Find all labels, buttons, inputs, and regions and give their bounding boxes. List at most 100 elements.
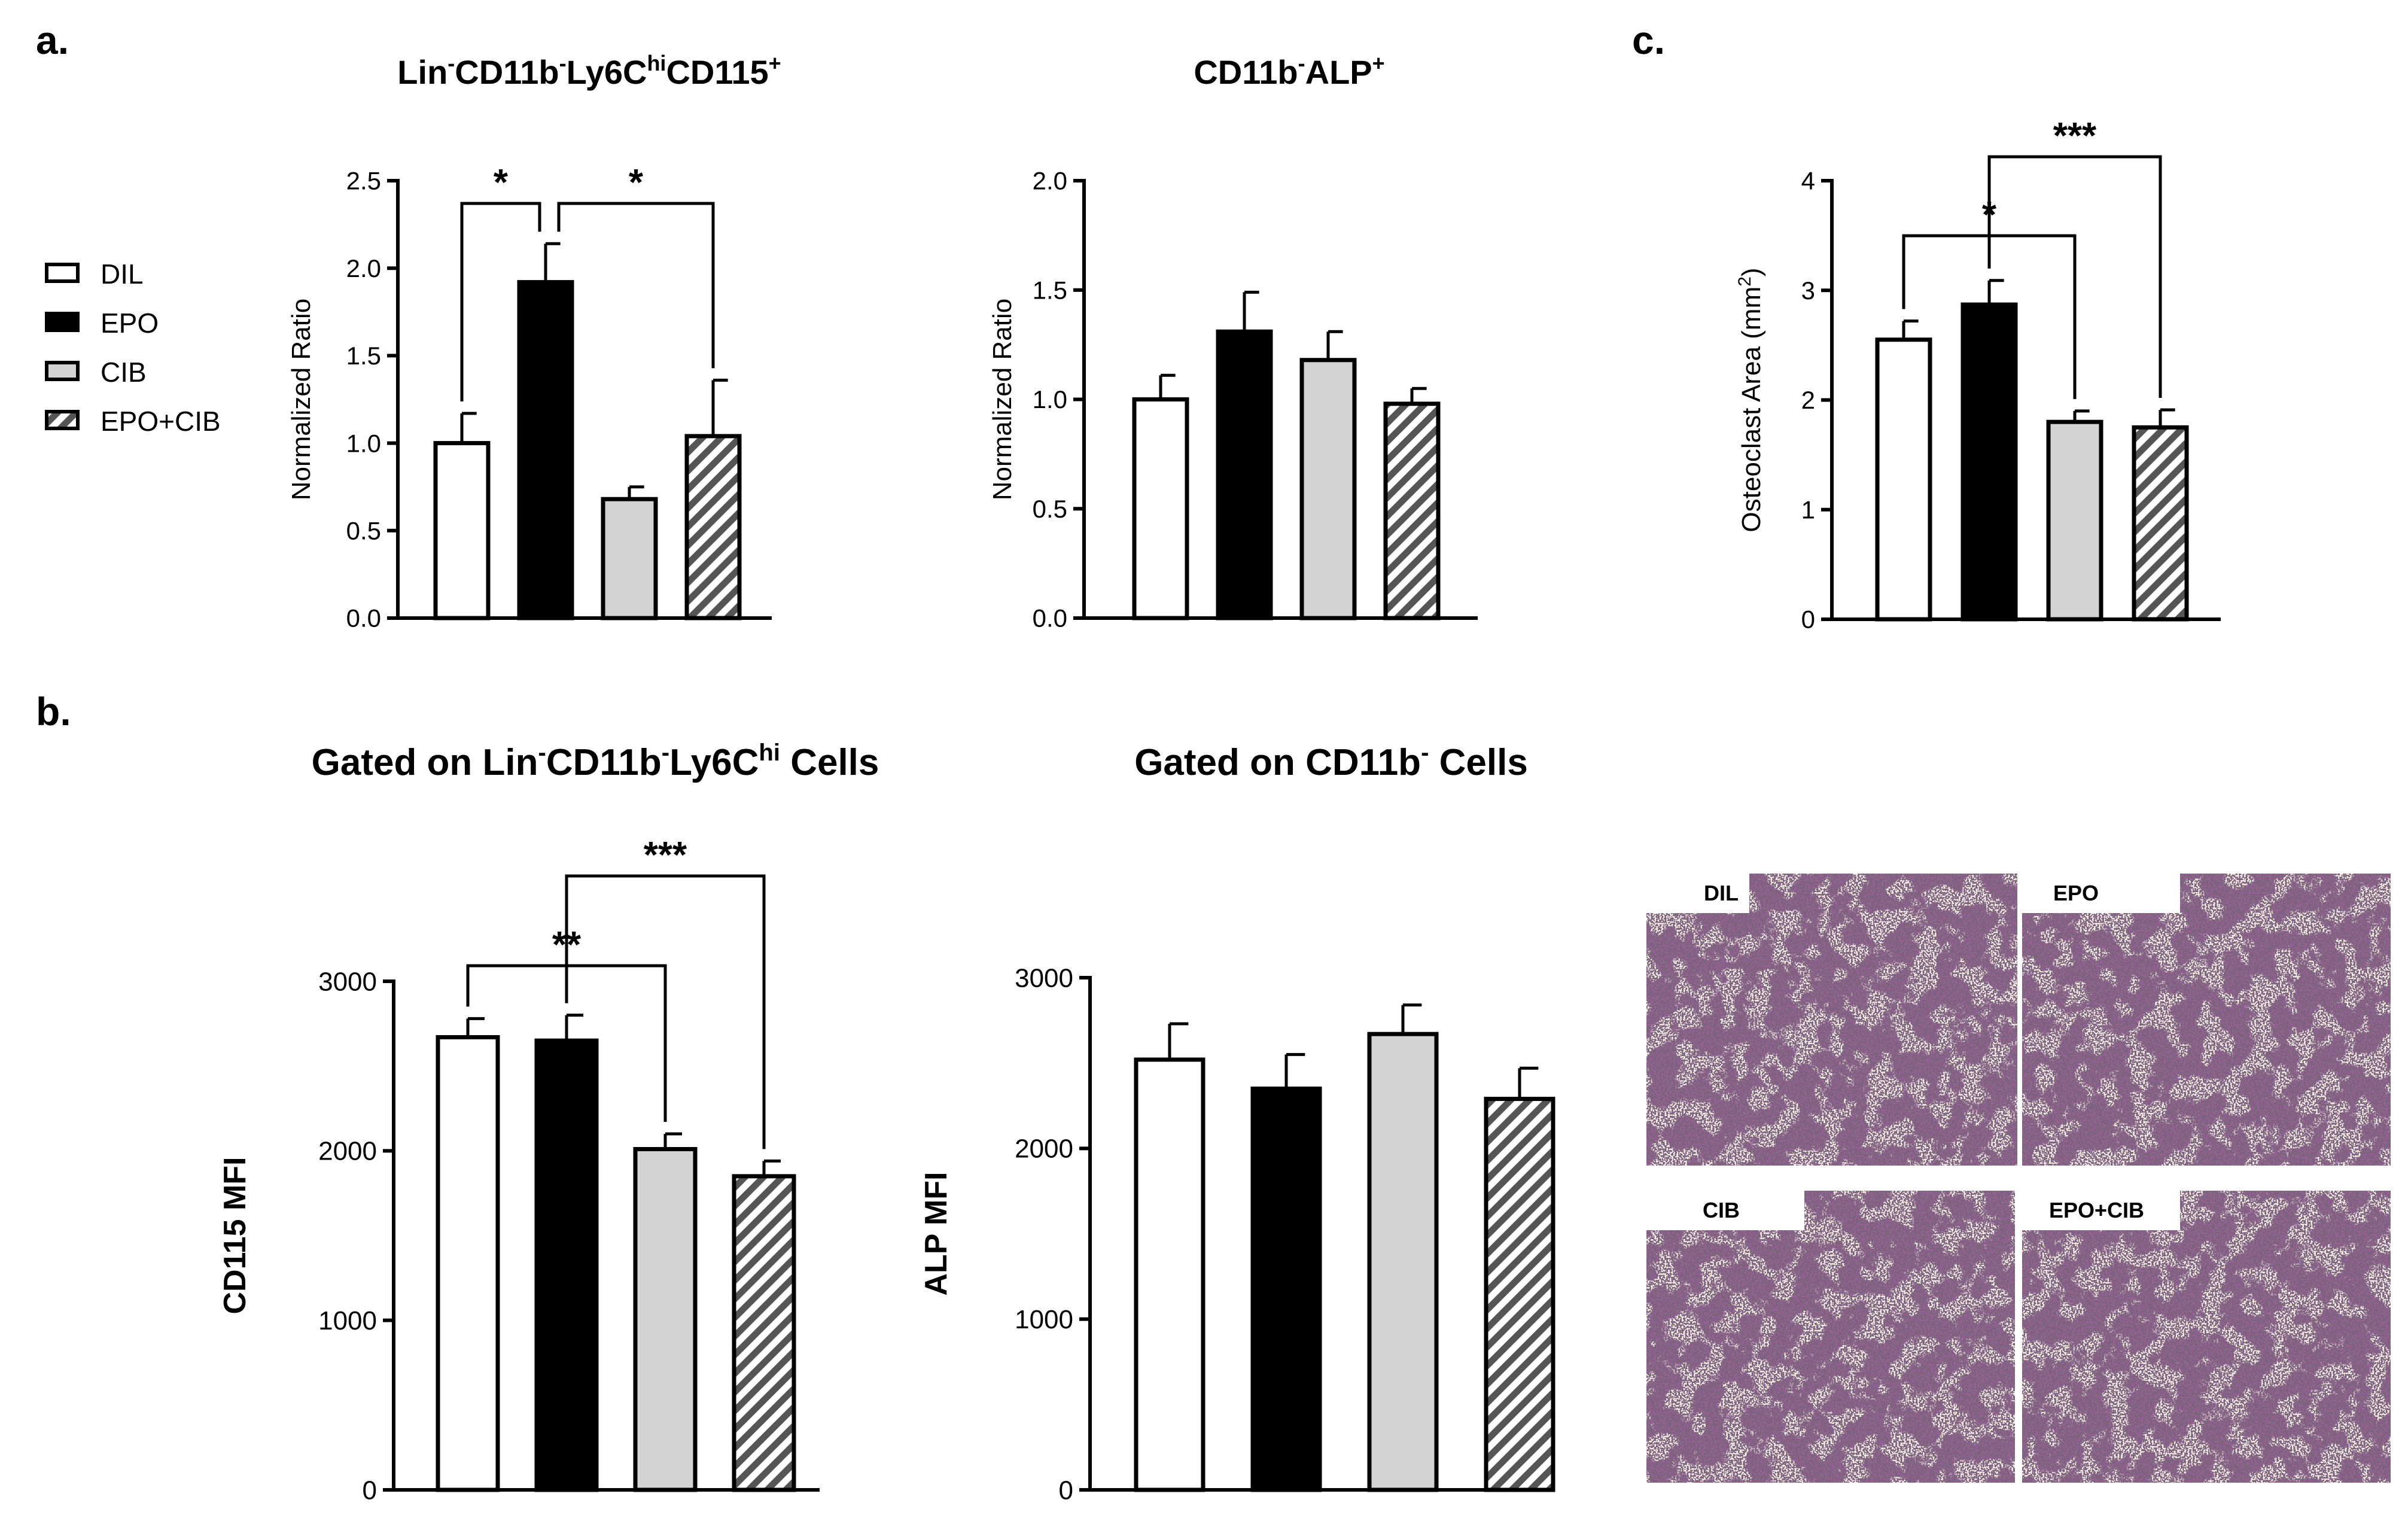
chart-a1-title: Lin-CD11b-Ly6ChiCD115+ <box>397 51 781 91</box>
y-tick-label: 0.0 <box>346 604 381 632</box>
micrograph-cib-label-box <box>1646 1191 1804 1230</box>
significance-bracket <box>1987 155 2162 398</box>
legend-swatch-epo-cib <box>45 410 80 430</box>
bar-epo <box>517 280 574 620</box>
bar-cib <box>1367 1032 1439 1492</box>
micrograph-epo-cib-stain <box>2022 1191 2391 1483</box>
y-tick-label: 1.5 <box>346 342 381 370</box>
legend-label-epo-cib: EPO+CIB <box>101 406 221 437</box>
y-axis-label: Normalized Ratio <box>287 299 316 500</box>
legend-label-cib: CIB <box>101 357 147 388</box>
chart-b2-title: Gated on CD11b- Cells <box>1134 740 1528 783</box>
y-tick-label: 4 <box>1801 167 1815 195</box>
micrograph-epo-label: EPO <box>2053 881 2099 905</box>
micrograph-epo-label-box <box>2022 874 2180 913</box>
significance-marker: *** <box>2053 115 2097 157</box>
micrograph-dil: DIL <box>1646 874 2017 1166</box>
micrograph-dil-stain <box>1646 874 2017 1166</box>
chart-b1-title: Gated on Lin-CD11b-Ly6Chi Cells <box>312 740 879 783</box>
y-tick-label: 0.5 <box>1033 495 1067 523</box>
legend-item-cib: CIB <box>45 357 147 388</box>
significance-bracket <box>565 874 766 1149</box>
micrograph-dil-label: DIL <box>1704 881 1739 905</box>
y-tick-label: 0 <box>363 1476 377 1505</box>
y-axis-label: CD115 MFI <box>218 1157 252 1315</box>
legend-label-epo: EPO <box>101 308 159 339</box>
significance-marker: *** <box>644 835 687 876</box>
y-axis-label: ALP MFI <box>919 1172 954 1295</box>
legend: DIL EPO CIB EPO+CIB <box>45 258 221 437</box>
bar-epo <box>534 1038 599 1492</box>
legend-item-epo: EPO <box>45 308 159 339</box>
bar-epo-cib <box>684 434 742 620</box>
micrograph-epo-cib: EPO+CIB <box>2022 1191 2391 1483</box>
y-tick-label: 2000 <box>1015 1134 1073 1164</box>
bar-dil <box>1875 337 1932 622</box>
y-tick-label: 0 <box>1059 1476 1073 1505</box>
panel-letter-c: c. <box>1632 18 1665 62</box>
panel-letter-b: b. <box>36 689 71 734</box>
chart-a2-title: CD11b-ALP+ <box>1194 51 1384 91</box>
bar-epo-cib <box>2132 425 2189 622</box>
micrograph-cib: CIB <box>1646 1191 2015 1483</box>
significance-bracket <box>557 202 715 369</box>
micrograph-cib-stain <box>1646 1191 2015 1483</box>
y-tick-label: 3 <box>1801 276 1815 305</box>
significance-bracket <box>460 202 541 401</box>
bar-epo-cib <box>1484 1097 1555 1492</box>
legend-item-dil: DIL <box>45 258 144 290</box>
bar-cib <box>2046 419 2103 622</box>
significance-marker: * <box>629 162 644 203</box>
bar-epo <box>1961 302 2018 622</box>
micrograph-epo-cib-label: EPO+CIB <box>2049 1198 2144 1222</box>
y-tick-label: 2.5 <box>346 167 381 195</box>
y-tick-label: 2.0 <box>1033 167 1067 195</box>
chart-a2: 0.0 0.5 1.0 1.5 2.0 Normalized Ratio <box>988 167 1478 632</box>
y-axis-label: Osteoclast Area (mm2) <box>1735 267 1766 532</box>
bar-dil <box>1132 397 1189 620</box>
panel-letter-a: a. <box>36 18 69 62</box>
chart-b2: 0 1000 2000 3000 ALP MFI <box>919 963 1555 1505</box>
y-tick-label: 1000 <box>318 1306 377 1335</box>
bar-epo-cib <box>1383 401 1441 620</box>
y-tick-label: 1000 <box>1015 1305 1073 1334</box>
bar-dil <box>436 1035 500 1492</box>
micrograph-grid: DIL EPO CIB EPO+CIB <box>1646 874 2391 1483</box>
legend-swatch-dil <box>45 263 80 283</box>
y-tick-label: 2.0 <box>346 254 381 282</box>
bar-epo <box>1250 1086 1322 1492</box>
legend-swatch-epo <box>45 312 80 332</box>
chart-a1: 0.0 0.5 1.0 1.5 2.0 2.5 Normalized Ratio * * <box>287 162 772 632</box>
bar-dil <box>433 441 491 620</box>
y-tick-label: 0 <box>1801 606 1815 634</box>
significance-marker: * <box>494 162 509 203</box>
y-tick-label: 3000 <box>1015 963 1073 993</box>
y-tick-label: 1.0 <box>346 429 381 457</box>
bar-epo-cib <box>732 1174 796 1492</box>
bar-cib <box>601 497 658 620</box>
micrograph-epo-cib-label-box <box>2022 1191 2180 1230</box>
micrograph-dil-label-box <box>1646 874 1749 913</box>
bar-epo <box>1216 329 1273 620</box>
bar-dil <box>1134 1057 1205 1492</box>
y-axis-label: Normalized Ratio <box>988 299 1017 500</box>
y-tick-label: 1.0 <box>1033 385 1067 413</box>
y-tick-label: 3000 <box>318 967 377 996</box>
micrograph-epo-stain <box>2022 874 2391 1166</box>
y-tick-label: 0.0 <box>1033 604 1067 632</box>
micrograph-cib-label: CIB <box>1703 1198 1740 1222</box>
y-tick-label: 0.5 <box>346 517 381 545</box>
legend-item-epo-cib: EPO+CIB <box>45 406 221 437</box>
y-tick-label: 2 <box>1801 386 1815 414</box>
legend-swatch-cib <box>45 361 80 381</box>
legend-label-dil: DIL <box>101 258 144 290</box>
bar-cib <box>1299 358 1357 620</box>
y-tick-label: 1.5 <box>1033 276 1067 304</box>
bar-cib <box>633 1147 698 1492</box>
y-tick-label: 2000 <box>318 1137 377 1166</box>
micrograph-epo: EPO <box>2022 874 2391 1166</box>
y-tick-label: 1 <box>1801 495 1815 524</box>
